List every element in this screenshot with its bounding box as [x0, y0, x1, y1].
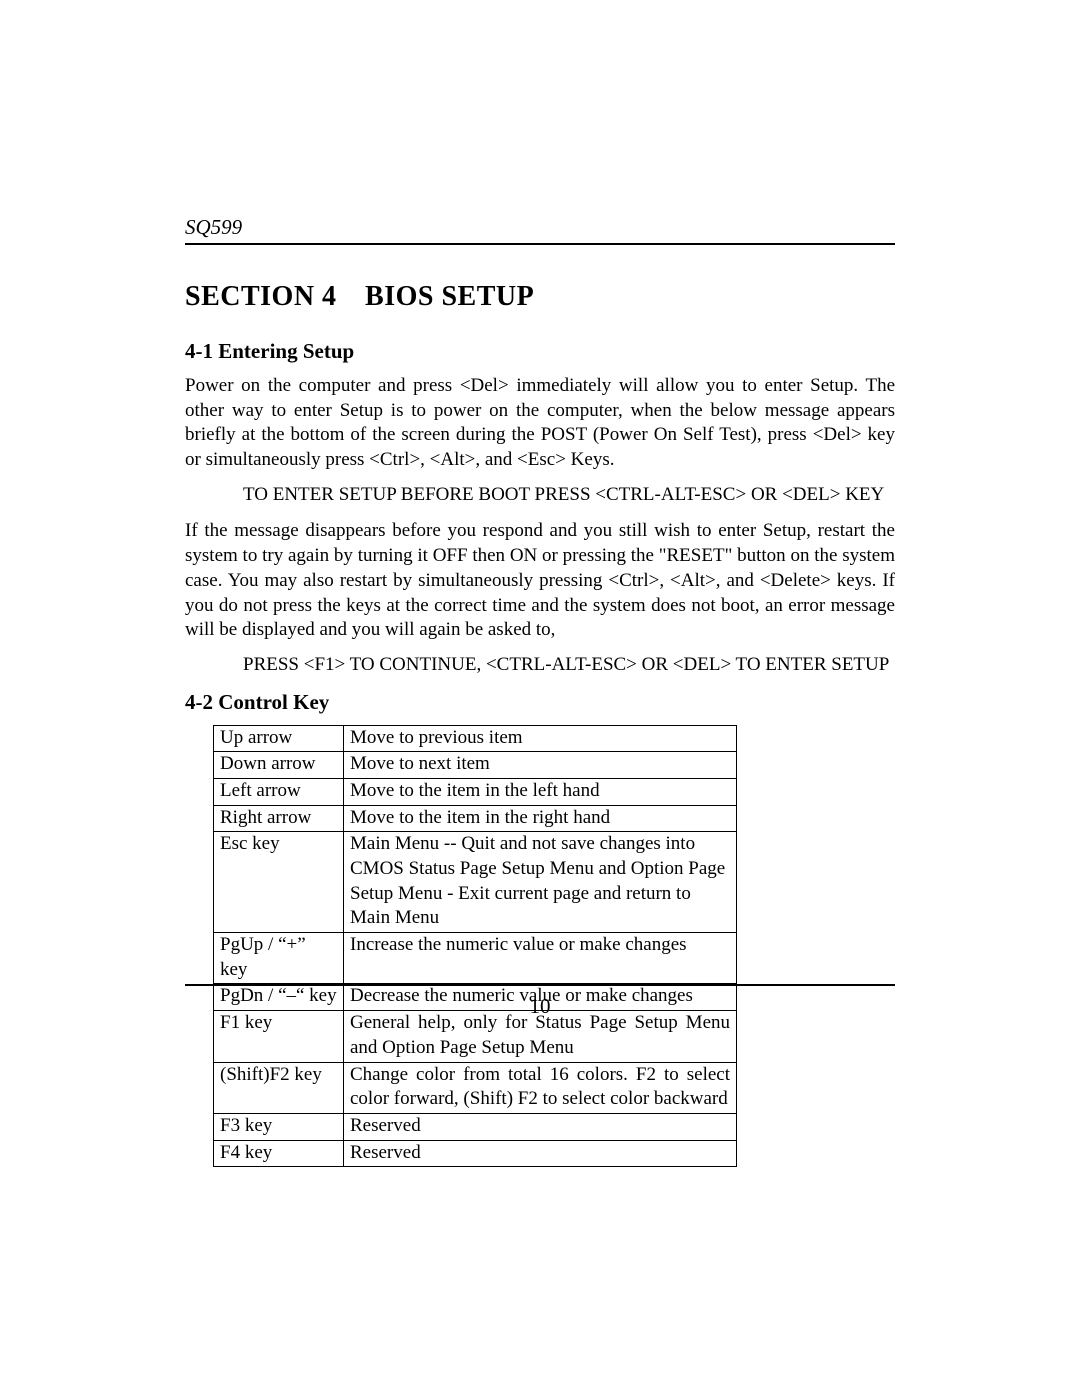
key-cell: F4 key	[214, 1140, 344, 1167]
desc-cell: Change color from total 16 colors. F2 to…	[344, 1062, 737, 1113]
table-row: PgUp / “+” key Increase the numeric valu…	[214, 933, 737, 984]
table-row: Down arrow Move to next item	[214, 752, 737, 779]
subsection-4-1-title: 4-1 Entering Setup	[185, 339, 895, 364]
section-title: SECTION 4 BIOS SETUP	[185, 281, 895, 313]
para-4-1-intro: Power on the computer and press <Del> im…	[185, 374, 895, 473]
table-row: F4 key Reserved	[214, 1140, 737, 1167]
header-title: SQ599	[185, 215, 895, 240]
key-cell: Down arrow	[214, 752, 344, 779]
table-row: F3 key Reserved	[214, 1113, 737, 1140]
para-4-1-restart: If the message disappears before you res…	[185, 519, 895, 642]
key-cell: Up arrow	[214, 725, 344, 752]
header-rule	[185, 243, 895, 245]
control-key-table: Up arrow Move to previous item Down arro…	[213, 725, 737, 1168]
desc-cell: Move to the item in the right hand	[344, 805, 737, 832]
desc-cell: Reserved	[344, 1140, 737, 1167]
key-cell: PgUp / “+” key	[214, 933, 344, 984]
key-cell: Left arrow	[214, 778, 344, 805]
desc-cell: Increase the numeric value or make chang…	[344, 933, 737, 984]
desc-cell: Main Menu -- Quit and not save changes i…	[344, 832, 737, 933]
msg-press-f1: PRESS <F1> TO CONTINUE, <CTRL-ALT-ESC> O…	[243, 653, 895, 678]
desc-cell: Move to previous item	[344, 725, 737, 752]
table-row: (Shift)F2 key Change color from total 16…	[214, 1062, 737, 1113]
page-number: 10	[0, 994, 1080, 1019]
key-cell: Right arrow	[214, 805, 344, 832]
desc-cell: Move to the item in the left hand	[344, 778, 737, 805]
key-cell: Esc key	[214, 832, 344, 933]
footer-rule	[185, 984, 895, 986]
desc-cell: Reserved	[344, 1113, 737, 1140]
table-row: Esc key Main Menu -- Quit and not save c…	[214, 832, 737, 933]
table-row: Up arrow Move to previous item	[214, 725, 737, 752]
key-cell: (Shift)F2 key	[214, 1062, 344, 1113]
desc-cell: Move to next item	[344, 752, 737, 779]
subsection-4-2-title: 4-2 Control Key	[185, 690, 895, 715]
table-row: Left arrow Move to the item in the left …	[214, 778, 737, 805]
table-row: Right arrow Move to the item in the righ…	[214, 805, 737, 832]
key-cell: F3 key	[214, 1113, 344, 1140]
msg-enter-setup: TO ENTER SETUP BEFORE BOOT PRESS <CTRL-A…	[243, 483, 895, 508]
